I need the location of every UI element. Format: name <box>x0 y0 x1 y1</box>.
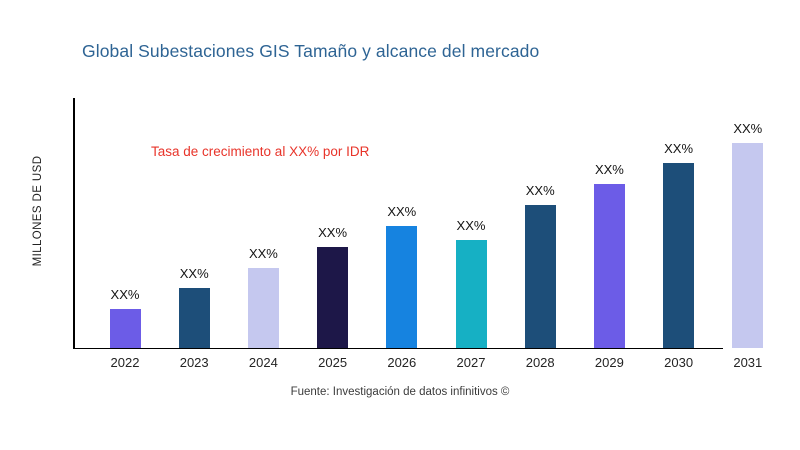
x-tick-2026: 2026 <box>387 355 417 370</box>
bar-value-label-2029: XX% <box>594 161 624 177</box>
bar-2029[interactable] <box>593 183 625 348</box>
x-tick-2024: 2024 <box>248 355 278 370</box>
source-note: Fuente: Investigación de datos infinitiv… <box>290 386 510 398</box>
x-tick-2025: 2025 <box>318 355 348 370</box>
bar-value-label-2022: XX% <box>110 286 140 302</box>
x-tick-2028: 2028 <box>525 355 555 370</box>
bar-2030[interactable] <box>663 163 695 348</box>
bar-value-label-2024: XX% <box>248 246 278 262</box>
x-axis-line <box>73 347 723 350</box>
bar-value-label-2030: XX% <box>664 141 694 157</box>
bar-2031[interactable] <box>732 143 764 348</box>
bar-2024[interactable] <box>247 268 279 348</box>
x-tick-2030: 2030 <box>664 355 694 370</box>
x-tick-2022: 2022 <box>110 355 140 370</box>
growth-rate-annotation: Tasa de crecimiento al XX% por IDR <box>151 144 370 159</box>
x-tick-2027: 2027 <box>456 355 486 370</box>
bar-value-label-2031: XX% <box>733 121 763 137</box>
bar-2022[interactable] <box>109 308 141 348</box>
chart-title: Global Subestaciones GIS Tamaño y alcanc… <box>82 41 540 61</box>
bar-value-label-2027: XX% <box>456 218 486 234</box>
bar-value-label-2028: XX% <box>525 182 555 198</box>
bar-value-label-2026: XX% <box>387 203 417 219</box>
bar-2027[interactable] <box>455 240 487 348</box>
bar-value-label-2025: XX% <box>318 225 348 241</box>
x-tick-2031: 2031 <box>733 355 763 370</box>
bar-2028[interactable] <box>524 204 556 348</box>
x-tick-2023: 2023 <box>179 355 209 370</box>
bar-value-label-2023: XX% <box>179 265 209 281</box>
x-tick-2029: 2029 <box>594 355 624 370</box>
y-axis-line <box>73 98 75 349</box>
bar-2023[interactable] <box>178 287 210 348</box>
bar-2025[interactable] <box>317 247 349 348</box>
bar-2026[interactable] <box>386 225 418 348</box>
